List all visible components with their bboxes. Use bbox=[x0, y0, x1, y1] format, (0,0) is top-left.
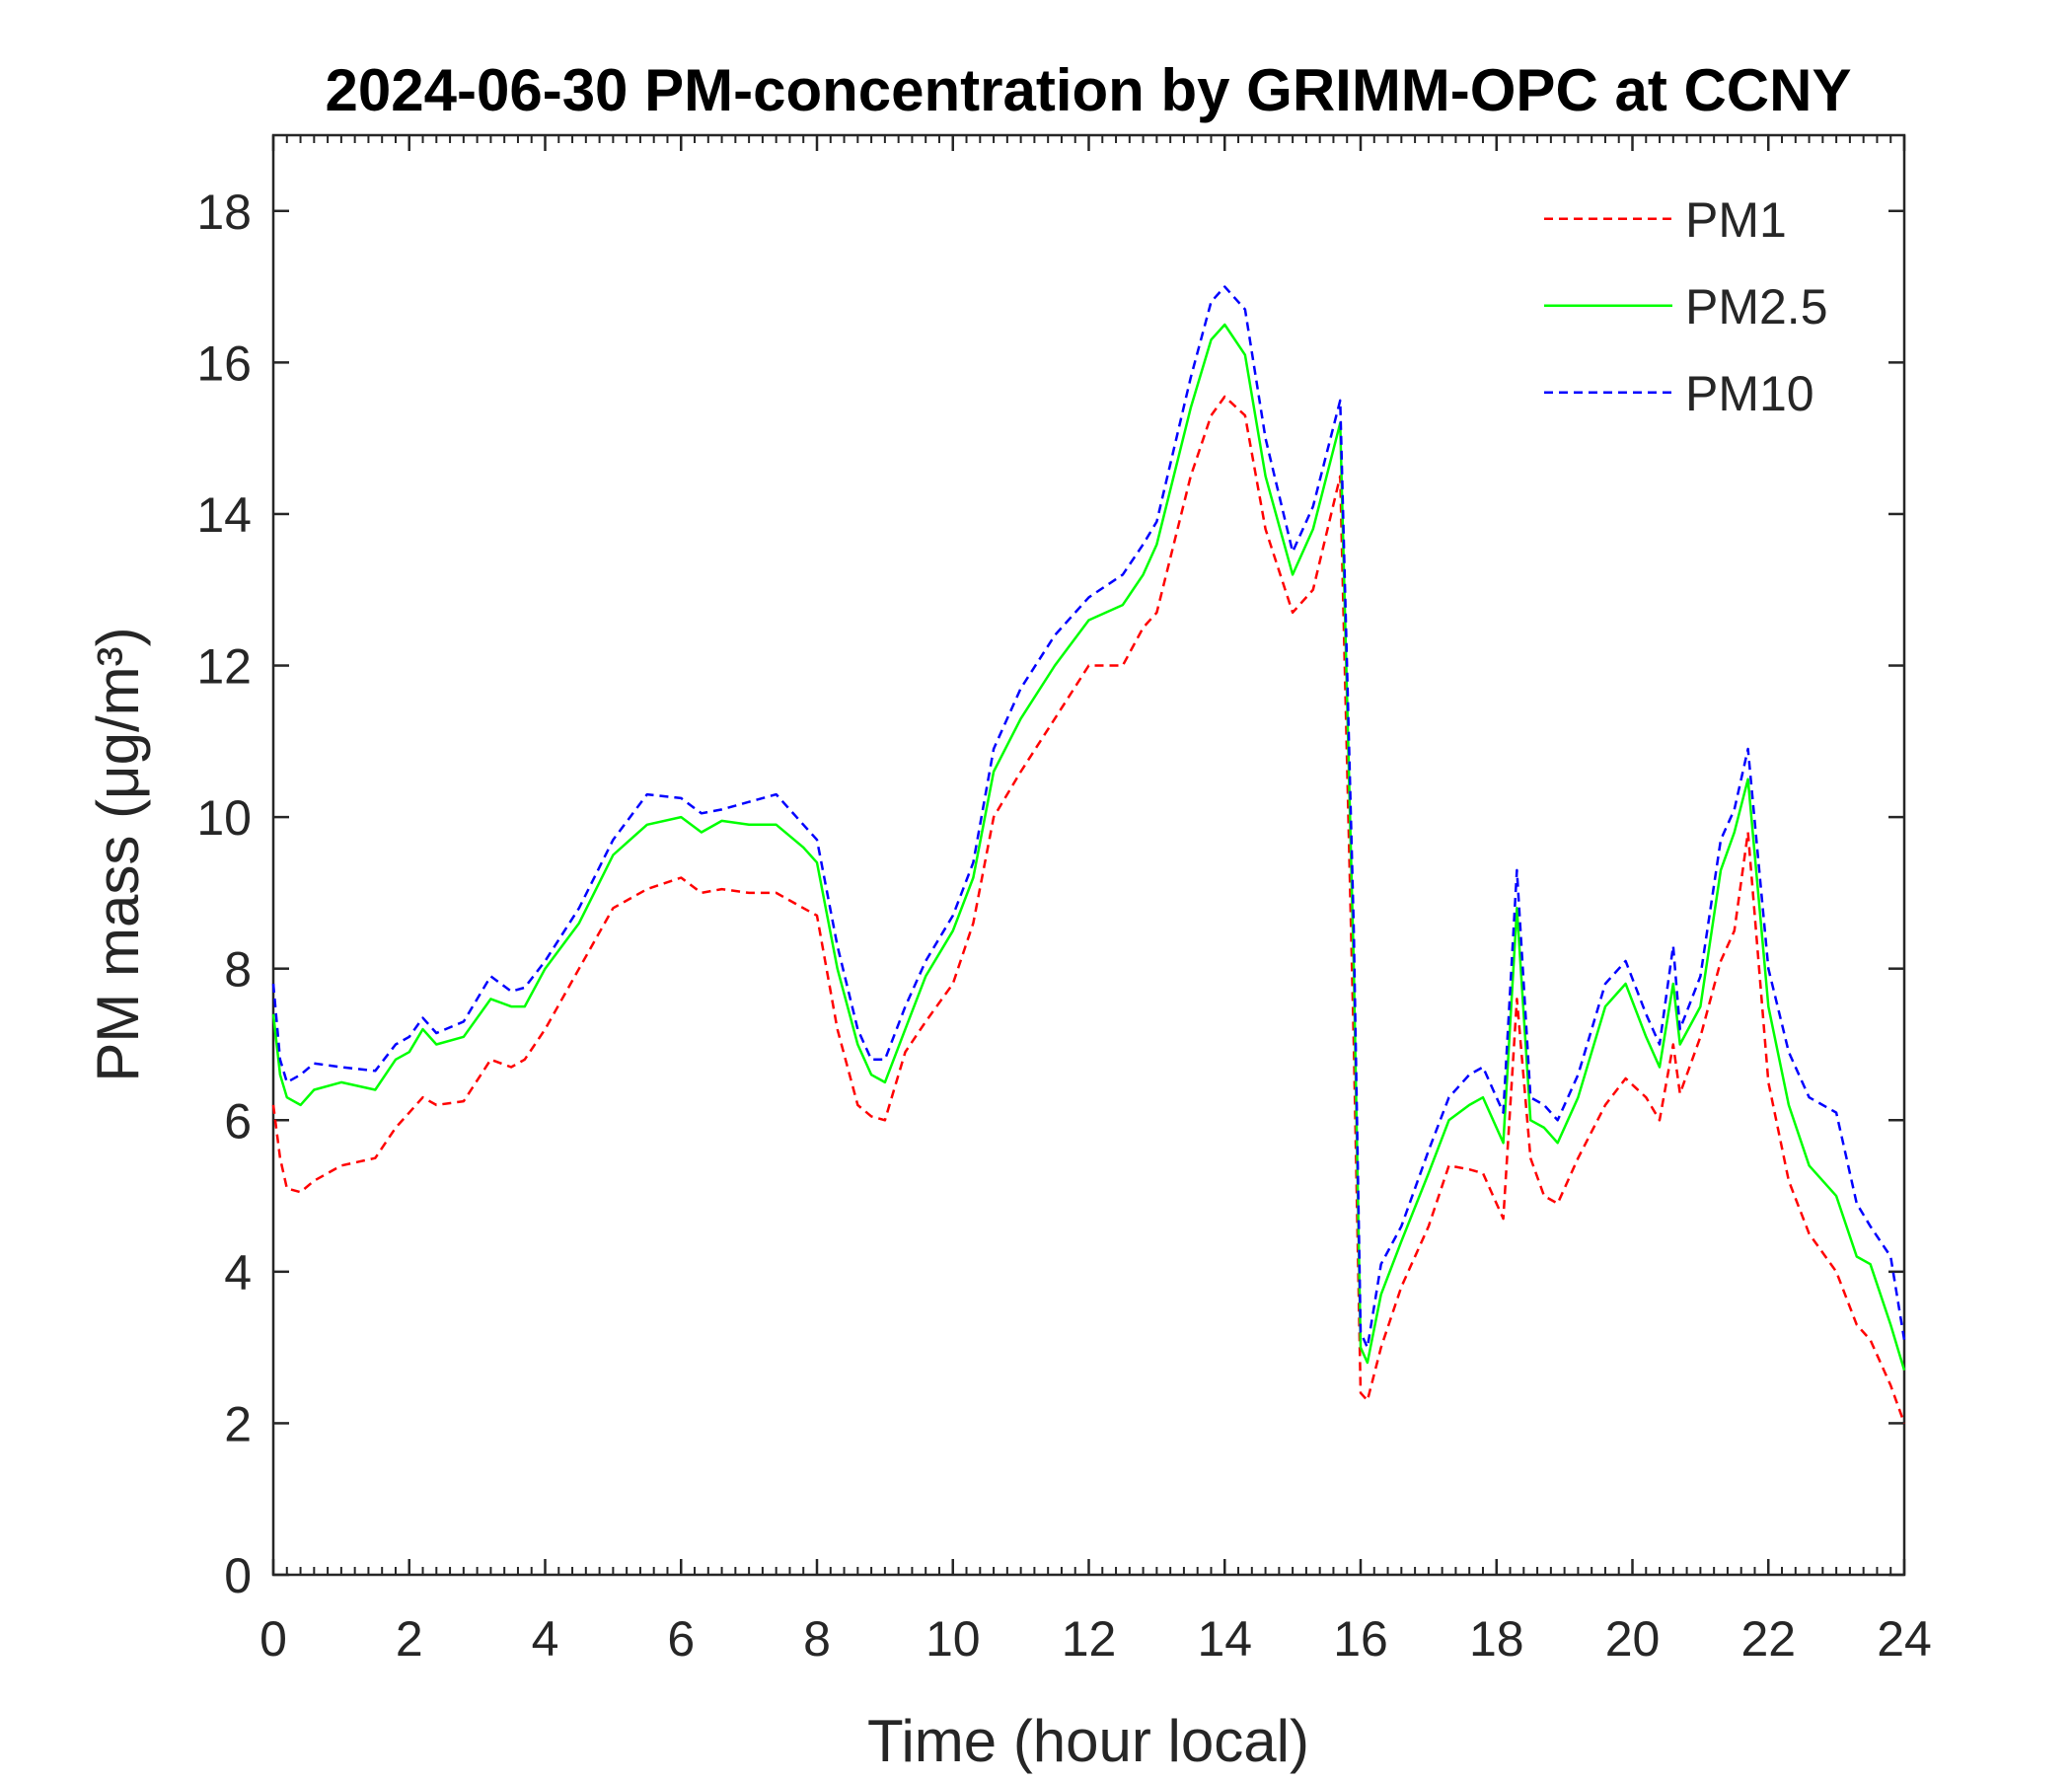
x-tick-label: 24 bbox=[1877, 1611, 1932, 1667]
chart-title: 2024-06-30 PM-concentration by GRIMM-OPC… bbox=[326, 57, 1852, 123]
y-tick-label: 10 bbox=[196, 790, 252, 846]
x-tick-label: 22 bbox=[1740, 1611, 1796, 1667]
y-tick-label: 14 bbox=[196, 487, 252, 543]
x-tick-label: 12 bbox=[1062, 1611, 1117, 1667]
y-tick-label: 16 bbox=[196, 335, 252, 391]
y-tick-label: 12 bbox=[196, 639, 252, 695]
x-tick-label: 6 bbox=[667, 1611, 695, 1667]
y-tick-label: 6 bbox=[224, 1093, 252, 1149]
x-tick-label: 8 bbox=[803, 1611, 831, 1667]
legend-label: PM2.5 bbox=[1685, 279, 1828, 334]
y-tick-label: 0 bbox=[224, 1548, 252, 1603]
x-tick-label: 2 bbox=[396, 1611, 423, 1667]
y-tick-label: 2 bbox=[224, 1396, 252, 1451]
x-tick-label: 20 bbox=[1605, 1611, 1661, 1667]
x-tick-label: 18 bbox=[1469, 1611, 1524, 1667]
x-tick-label: 0 bbox=[259, 1611, 287, 1667]
x-axis-label: Time (hour local) bbox=[867, 1708, 1309, 1774]
y-tick-label: 8 bbox=[224, 942, 252, 998]
x-tick-label: 16 bbox=[1333, 1611, 1388, 1667]
y-tick-label: 4 bbox=[224, 1245, 252, 1300]
legend: PM1 PM2.5 PM10 bbox=[1544, 192, 1828, 421]
x-tick-label: 4 bbox=[532, 1611, 559, 1667]
legend-label: PM10 bbox=[1685, 366, 1814, 421]
y-axis-label: PM mass (μg/m³) bbox=[85, 627, 151, 1081]
plot-area bbox=[271, 133, 1906, 1577]
series-line-pm10 bbox=[271, 285, 1906, 1349]
series-lines bbox=[271, 285, 1906, 1424]
x-tick-label: 14 bbox=[1197, 1611, 1252, 1667]
y-tick-label: 18 bbox=[196, 185, 252, 240]
x-tick-label: 10 bbox=[925, 1611, 981, 1667]
series-line-pm2-5 bbox=[271, 323, 1906, 1372]
legend-label: PM1 bbox=[1685, 192, 1787, 248]
